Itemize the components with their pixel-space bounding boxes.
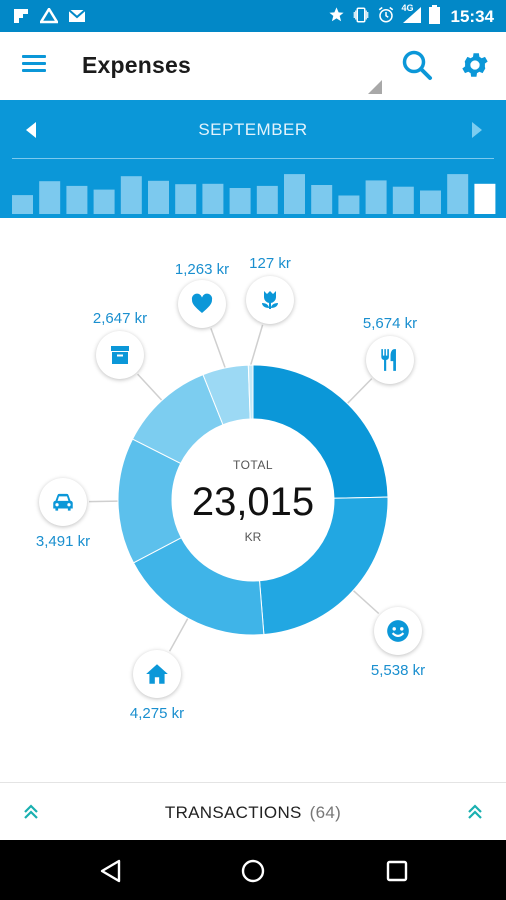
donut-slice-smiley[interactable] bbox=[258, 496, 389, 636]
status-bar: 4G 15:34 bbox=[0, 0, 506, 32]
expand-up-icon bbox=[22, 803, 40, 821]
category-amount: 2,647 kr bbox=[92, 310, 148, 327]
month-bar[interactable] bbox=[120, 176, 142, 214]
settings-button[interactable] bbox=[459, 49, 493, 83]
category-amount: 3,491 kr bbox=[35, 533, 91, 550]
transactions-bar[interactable]: TRANSACTIONS (64) bbox=[0, 782, 506, 840]
recent-apps-button[interactable] bbox=[384, 858, 410, 884]
archive-icon bbox=[111, 346, 129, 364]
expenses-chart: TOTAL 23,015 KR 5,674 kr 5,538 kr 4,275 … bbox=[0, 218, 506, 782]
month-bar[interactable] bbox=[420, 190, 441, 215]
menu-button[interactable] bbox=[18, 52, 50, 80]
recent-apps-icon bbox=[386, 860, 408, 882]
slice-connector-line bbox=[88, 500, 119, 503]
month-bar[interactable] bbox=[447, 174, 469, 214]
home-circle-icon bbox=[241, 859, 265, 883]
heart-icon bbox=[191, 293, 213, 313]
gmail-icon bbox=[68, 7, 86, 25]
category-restaurant-button[interactable] bbox=[366, 336, 414, 384]
month-bar[interactable] bbox=[338, 195, 360, 215]
month-bar[interactable] bbox=[12, 195, 33, 214]
clock: 15:34 bbox=[450, 7, 494, 26]
battery-icon bbox=[428, 5, 440, 29]
month-bar[interactable] bbox=[66, 185, 88, 214]
month-bar[interactable] bbox=[392, 186, 414, 214]
expense-donut-chart[interactable] bbox=[0, 218, 506, 782]
transactions-label: TRANSACTIONS (64) bbox=[0, 803, 506, 823]
slice-connector-line bbox=[249, 324, 264, 366]
flipboard-icon bbox=[12, 7, 30, 25]
total-label: TOTAL bbox=[232, 458, 274, 472]
category-storage-button[interactable] bbox=[96, 331, 144, 379]
category-amount: 127 kr bbox=[249, 255, 291, 272]
flower-icon bbox=[262, 291, 278, 309]
month-bar[interactable] bbox=[365, 180, 387, 214]
back-icon bbox=[100, 859, 121, 883]
category-entertainment-button[interactable] bbox=[374, 607, 422, 655]
signal-icon: 4G bbox=[401, 2, 422, 29]
search-button[interactable] bbox=[400, 48, 434, 82]
transactions-title: TRANSACTIONS bbox=[164, 803, 302, 822]
slice-connector-line bbox=[137, 373, 163, 401]
month-bar[interactable] bbox=[256, 185, 278, 214]
dropdown-indicator-icon bbox=[368, 80, 382, 94]
drive-icon bbox=[40, 7, 58, 25]
month-bar[interactable] bbox=[148, 180, 169, 214]
network-type: 4G bbox=[401, 2, 414, 13]
month-header: SEPTEMBER bbox=[0, 100, 506, 218]
category-amount: 5,538 kr bbox=[370, 662, 426, 679]
monthly-history-bars[interactable] bbox=[0, 100, 506, 218]
category-gifts-button[interactable] bbox=[246, 276, 294, 324]
donut-slice-restaurant[interactable] bbox=[252, 364, 389, 499]
app-bar: Expenses bbox=[0, 32, 506, 100]
month-bar[interactable] bbox=[175, 184, 197, 214]
home-button[interactable] bbox=[240, 858, 266, 884]
alarm-icon bbox=[377, 6, 395, 29]
month-bar[interactable] bbox=[202, 183, 224, 214]
search-icon bbox=[402, 50, 432, 80]
month-bar[interactable] bbox=[93, 189, 115, 214]
slice-connector-line bbox=[168, 617, 189, 652]
page-title: Expenses bbox=[82, 52, 191, 78]
month-bar[interactable] bbox=[229, 188, 251, 214]
donut-slice-flower[interactable] bbox=[247, 364, 254, 420]
transactions-count: (64) bbox=[309, 803, 342, 822]
month-label: SEPTEMBER bbox=[198, 120, 308, 139]
category-housing-button[interactable] bbox=[133, 650, 181, 698]
month-bar[interactable] bbox=[284, 174, 305, 214]
total-value: 23,015 bbox=[191, 480, 315, 524]
star-icon bbox=[328, 6, 345, 28]
system-navigation-bar bbox=[0, 840, 506, 900]
smiley-icon bbox=[387, 620, 409, 642]
slice-connector-line bbox=[346, 378, 373, 405]
chevron-left-icon bbox=[26, 122, 36, 138]
previous-month-button[interactable] bbox=[20, 118, 42, 142]
month-bar[interactable] bbox=[39, 181, 61, 214]
category-amount: 5,674 kr bbox=[362, 315, 418, 332]
category-amount: 1,263 kr bbox=[174, 261, 230, 278]
month-bar-current[interactable] bbox=[474, 183, 496, 214]
car-icon bbox=[53, 493, 73, 511]
vibrate-icon bbox=[352, 6, 370, 29]
home-icon bbox=[146, 664, 168, 684]
back-button[interactable] bbox=[98, 858, 124, 884]
month-bar[interactable] bbox=[311, 185, 333, 214]
category-transport-button[interactable] bbox=[39, 478, 87, 526]
restaurant-icon bbox=[381, 349, 396, 371]
total-unit: KR bbox=[244, 530, 262, 544]
category-health-button[interactable] bbox=[178, 280, 226, 328]
slice-connector-line bbox=[210, 328, 226, 369]
month-divider bbox=[12, 158, 494, 159]
expand-up-icon bbox=[466, 803, 484, 821]
next-month-button[interactable] bbox=[466, 118, 488, 142]
slice-connector-line bbox=[352, 589, 380, 615]
gear-icon bbox=[462, 53, 488, 77]
category-amount: 4,275 kr bbox=[129, 705, 185, 722]
chevron-right-icon bbox=[472, 122, 482, 138]
